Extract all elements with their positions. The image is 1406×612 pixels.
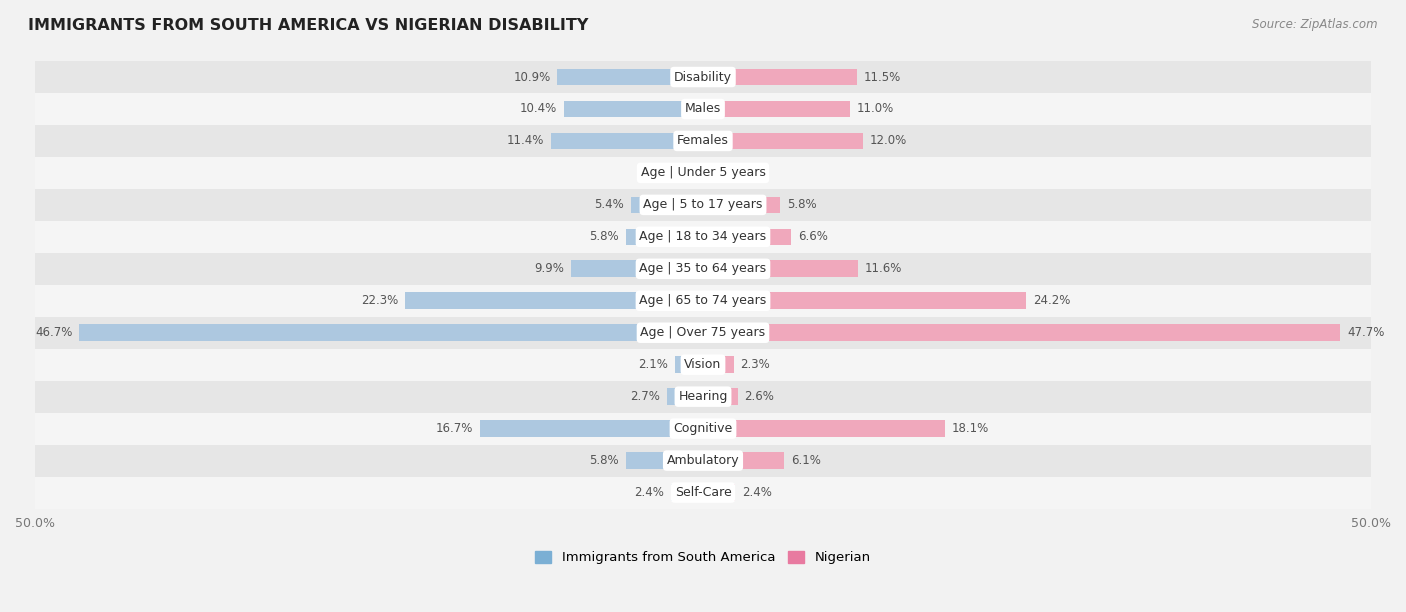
Bar	[35, 253, 1371, 285]
Bar	[35, 157, 1371, 189]
Bar	[703, 356, 734, 373]
Text: 18.1%: 18.1%	[952, 422, 988, 435]
Bar	[35, 189, 1371, 221]
Bar	[703, 165, 720, 181]
Bar	[703, 484, 735, 501]
Text: 6.6%: 6.6%	[797, 230, 828, 244]
Bar	[703, 452, 785, 469]
Bar	[703, 420, 945, 437]
Bar	[564, 100, 703, 118]
Text: 5.8%: 5.8%	[589, 230, 619, 244]
Text: Age | 18 to 34 years: Age | 18 to 34 years	[640, 230, 766, 244]
Text: Males: Males	[685, 102, 721, 116]
Bar	[703, 324, 1340, 341]
Text: Age | Under 5 years: Age | Under 5 years	[641, 166, 765, 179]
Bar	[703, 196, 780, 213]
Text: 46.7%: 46.7%	[35, 326, 72, 339]
Text: Ambulatory: Ambulatory	[666, 454, 740, 467]
Text: Disability: Disability	[673, 70, 733, 83]
Text: 2.6%: 2.6%	[744, 390, 775, 403]
Bar	[35, 477, 1371, 509]
Text: 2.4%: 2.4%	[634, 486, 664, 499]
Bar	[557, 69, 703, 85]
Bar	[703, 228, 792, 245]
Bar	[551, 133, 703, 149]
Text: 11.0%: 11.0%	[856, 102, 894, 116]
Legend: Immigrants from South America, Nigerian: Immigrants from South America, Nigerian	[536, 551, 870, 564]
Bar	[703, 293, 1026, 309]
Text: 11.4%: 11.4%	[506, 135, 544, 147]
Text: Source: ZipAtlas.com: Source: ZipAtlas.com	[1253, 18, 1378, 31]
Bar	[703, 100, 851, 118]
Bar	[631, 196, 703, 213]
Text: 22.3%: 22.3%	[361, 294, 398, 307]
Bar	[626, 228, 703, 245]
Text: 5.4%: 5.4%	[595, 198, 624, 211]
Text: Hearing: Hearing	[678, 390, 728, 403]
Text: 10.9%: 10.9%	[513, 70, 551, 83]
Text: 2.3%: 2.3%	[741, 358, 770, 371]
Text: Females: Females	[678, 135, 728, 147]
Text: 2.7%: 2.7%	[630, 390, 661, 403]
Text: 24.2%: 24.2%	[1033, 294, 1070, 307]
Bar	[671, 484, 703, 501]
Text: 2.1%: 2.1%	[638, 358, 668, 371]
Text: Age | Over 75 years: Age | Over 75 years	[641, 326, 765, 339]
Bar	[35, 349, 1371, 381]
Bar	[571, 261, 703, 277]
Bar	[35, 221, 1371, 253]
Text: 5.8%: 5.8%	[589, 454, 619, 467]
Text: 47.7%: 47.7%	[1347, 326, 1385, 339]
Bar	[703, 69, 856, 85]
Bar	[703, 133, 863, 149]
Bar	[79, 324, 703, 341]
Bar	[666, 389, 703, 405]
Text: Age | 35 to 64 years: Age | 35 to 64 years	[640, 263, 766, 275]
Text: 2.4%: 2.4%	[742, 486, 772, 499]
Text: 10.4%: 10.4%	[520, 102, 557, 116]
Text: 1.2%: 1.2%	[651, 166, 681, 179]
Text: 9.9%: 9.9%	[534, 263, 564, 275]
Text: 11.6%: 11.6%	[865, 263, 903, 275]
Bar	[405, 293, 703, 309]
Bar	[35, 381, 1371, 412]
Text: 12.0%: 12.0%	[870, 135, 907, 147]
Text: IMMIGRANTS FROM SOUTH AMERICA VS NIGERIAN DISABILITY: IMMIGRANTS FROM SOUTH AMERICA VS NIGERIA…	[28, 18, 589, 34]
Bar	[626, 452, 703, 469]
Text: 11.5%: 11.5%	[863, 70, 901, 83]
Bar	[35, 125, 1371, 157]
Bar	[35, 285, 1371, 317]
Text: 5.8%: 5.8%	[787, 198, 817, 211]
Text: Vision: Vision	[685, 358, 721, 371]
Text: Age | 5 to 17 years: Age | 5 to 17 years	[644, 198, 762, 211]
Bar	[35, 444, 1371, 477]
Text: Cognitive: Cognitive	[673, 422, 733, 435]
Text: 1.3%: 1.3%	[727, 166, 756, 179]
Bar	[479, 420, 703, 437]
Text: Self-Care: Self-Care	[675, 486, 731, 499]
Bar	[35, 61, 1371, 93]
Bar	[703, 389, 738, 405]
Bar	[35, 93, 1371, 125]
Bar	[703, 261, 858, 277]
Text: Age | 65 to 74 years: Age | 65 to 74 years	[640, 294, 766, 307]
Text: 6.1%: 6.1%	[792, 454, 821, 467]
Text: 16.7%: 16.7%	[436, 422, 474, 435]
Bar	[675, 356, 703, 373]
Bar	[688, 165, 703, 181]
Bar	[35, 412, 1371, 444]
Bar	[35, 317, 1371, 349]
